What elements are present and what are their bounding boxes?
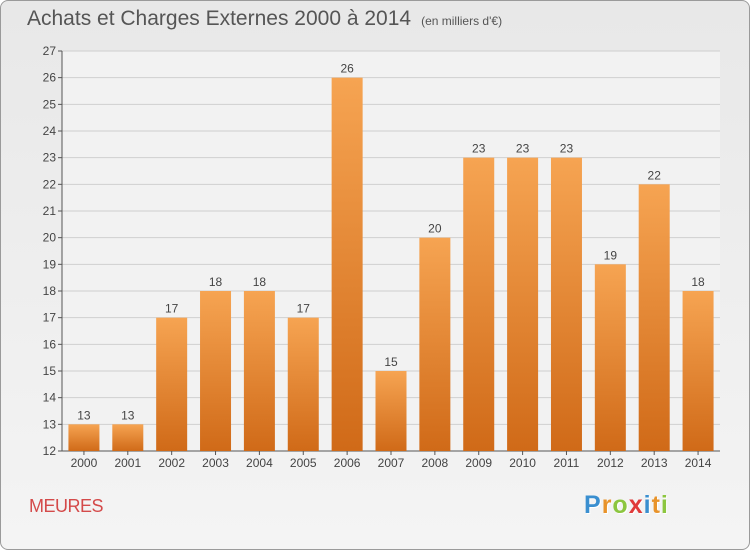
proxiti-logo: Proxiti bbox=[584, 491, 669, 520]
data-label: 19 bbox=[604, 248, 618, 262]
bar bbox=[200, 291, 232, 451]
y-tick-label: 15 bbox=[43, 364, 57, 378]
x-tick-label: 2013 bbox=[641, 456, 668, 470]
title-text: Achats et Charges Externes 2000 à 2014 bbox=[27, 7, 412, 30]
unit-label: (en milliers d'€) bbox=[421, 14, 503, 28]
bar bbox=[112, 424, 144, 451]
x-tick-label: 2014 bbox=[685, 456, 712, 470]
data-label: 17 bbox=[297, 302, 311, 316]
data-label: 13 bbox=[77, 408, 91, 422]
chart-title: Achats et Charges Externes 2000 à 2014 (e… bbox=[27, 7, 502, 31]
y-tick-label: 17 bbox=[43, 311, 57, 325]
x-tick-label: 2007 bbox=[378, 456, 405, 470]
x-tick-label: 2012 bbox=[597, 456, 624, 470]
y-tick-label: 18 bbox=[43, 284, 57, 298]
y-tick-label: 13 bbox=[43, 417, 57, 431]
data-label: 23 bbox=[516, 142, 530, 156]
bar bbox=[375, 371, 407, 451]
x-tick-label: 2004 bbox=[246, 456, 273, 470]
y-tick-label: 24 bbox=[43, 124, 57, 138]
y-tick-label: 20 bbox=[43, 231, 57, 245]
logo-letter: t bbox=[651, 491, 661, 519]
x-tick-label: 2005 bbox=[290, 456, 317, 470]
y-tick-label: 26 bbox=[43, 71, 57, 85]
logo-letter: r bbox=[601, 491, 613, 519]
bar bbox=[68, 424, 100, 451]
y-tick-label: 12 bbox=[43, 444, 57, 458]
data-label: 17 bbox=[165, 302, 179, 316]
x-tick-label: 2008 bbox=[422, 456, 449, 470]
bar bbox=[594, 264, 626, 451]
y-tick-label: 19 bbox=[43, 257, 57, 271]
y-tick-label: 27 bbox=[43, 44, 57, 58]
bar bbox=[507, 157, 539, 451]
data-label: 15 bbox=[384, 355, 398, 369]
bar bbox=[463, 157, 495, 451]
x-tick-label: 2010 bbox=[509, 456, 536, 470]
x-tick-label: 2011 bbox=[554, 456, 580, 470]
logo-letter: o bbox=[612, 491, 629, 519]
data-label: 13 bbox=[121, 408, 135, 422]
x-tick-label: 2003 bbox=[202, 456, 229, 470]
data-label: 20 bbox=[428, 222, 442, 236]
y-tick-label: 14 bbox=[43, 391, 57, 405]
bar bbox=[287, 317, 319, 451]
data-label: 26 bbox=[340, 62, 354, 76]
logo-letter: x bbox=[628, 491, 644, 519]
x-tick-label: 2002 bbox=[158, 456, 185, 470]
bar bbox=[156, 317, 188, 451]
data-label: 23 bbox=[560, 142, 574, 156]
bar bbox=[331, 77, 363, 452]
bar bbox=[419, 237, 451, 451]
logo-letter: P bbox=[584, 491, 602, 519]
logo-letter: i bbox=[643, 491, 652, 519]
commune-name: MEURES bbox=[29, 496, 104, 516]
x-tick-label: 2001 bbox=[114, 456, 141, 470]
bar bbox=[550, 157, 582, 451]
x-tick-label: 2006 bbox=[334, 456, 361, 470]
y-tick-label: 23 bbox=[43, 151, 57, 165]
data-label: 23 bbox=[472, 142, 486, 156]
y-tick-label: 25 bbox=[43, 97, 57, 111]
y-tick-label: 21 bbox=[43, 204, 57, 218]
data-label: 18 bbox=[209, 275, 223, 289]
x-tick-label: 2000 bbox=[71, 456, 98, 470]
y-tick-label: 16 bbox=[43, 337, 57, 351]
bar bbox=[682, 291, 714, 451]
x-tick-label: 2009 bbox=[465, 456, 492, 470]
logo-letter: i bbox=[660, 491, 669, 519]
data-label: 18 bbox=[691, 275, 705, 289]
bar bbox=[243, 291, 275, 451]
data-label: 22 bbox=[648, 168, 662, 182]
bar bbox=[638, 184, 670, 452]
y-tick-label: 22 bbox=[43, 177, 57, 191]
data-label: 18 bbox=[253, 275, 267, 289]
